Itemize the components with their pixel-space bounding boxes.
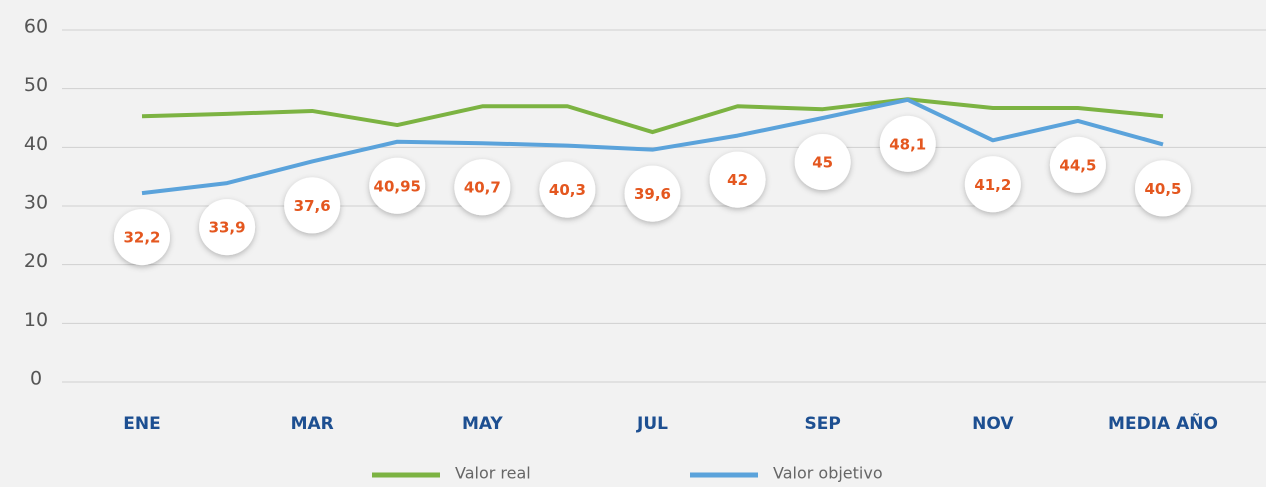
x-tick-label: JUL <box>636 414 668 434</box>
y-tick-label: 50 <box>24 74 48 96</box>
label-bubble <box>1135 160 1191 217</box>
x-tick-label: MAR <box>291 414 334 434</box>
legend-label: Valor real <box>455 464 531 483</box>
label-bubble <box>199 199 256 256</box>
data-label: 39,6 <box>634 185 671 203</box>
data-label: 37,6 <box>294 197 331 215</box>
data-label: 32,2 <box>123 229 160 247</box>
x-tick-label: MEDIA AÑO <box>1108 411 1218 434</box>
label-bubble <box>369 157 426 214</box>
x-tick-label: SEP <box>805 414 841 434</box>
label-bubble <box>709 151 766 208</box>
y-tick-label: 10 <box>24 309 48 331</box>
data-label: 40,95 <box>374 177 421 195</box>
y-tick-label: 60 <box>24 16 48 38</box>
x-tick-label: MAY <box>462 414 503 434</box>
data-label: 48,1 <box>889 135 926 153</box>
y-tick-label: 0 <box>30 368 42 390</box>
series-line <box>141 97 1164 135</box>
label-bubble <box>284 177 341 234</box>
label-bubble <box>879 115 936 172</box>
data-label: 42 <box>727 171 748 189</box>
data-label: 40,3 <box>549 181 586 199</box>
data-label: 41,2 <box>974 176 1011 194</box>
x-tick-label: ENE <box>123 414 160 434</box>
data-label: 45 <box>812 154 833 172</box>
label-bubble <box>624 165 681 222</box>
legend-label: Valor objetivo <box>773 464 883 483</box>
label-bubble <box>964 156 1021 213</box>
y-tick-label: 20 <box>24 250 48 272</box>
data-label: 40,7 <box>464 179 501 197</box>
y-tick-label: 30 <box>24 192 48 214</box>
label-bubble <box>454 159 511 216</box>
y-tick-label: 40 <box>24 133 48 155</box>
data-label: 44,5 <box>1059 156 1096 174</box>
label-bubble <box>1049 136 1106 193</box>
label-bubble <box>114 209 170 266</box>
label-bubble <box>794 134 851 190</box>
series-line <box>141 97 1164 196</box>
data-label: 33,9 <box>209 219 246 237</box>
data-label: 40,5 <box>1144 180 1181 198</box>
x-tick-label: NOV <box>972 414 1014 434</box>
label-bubble <box>539 161 596 218</box>
